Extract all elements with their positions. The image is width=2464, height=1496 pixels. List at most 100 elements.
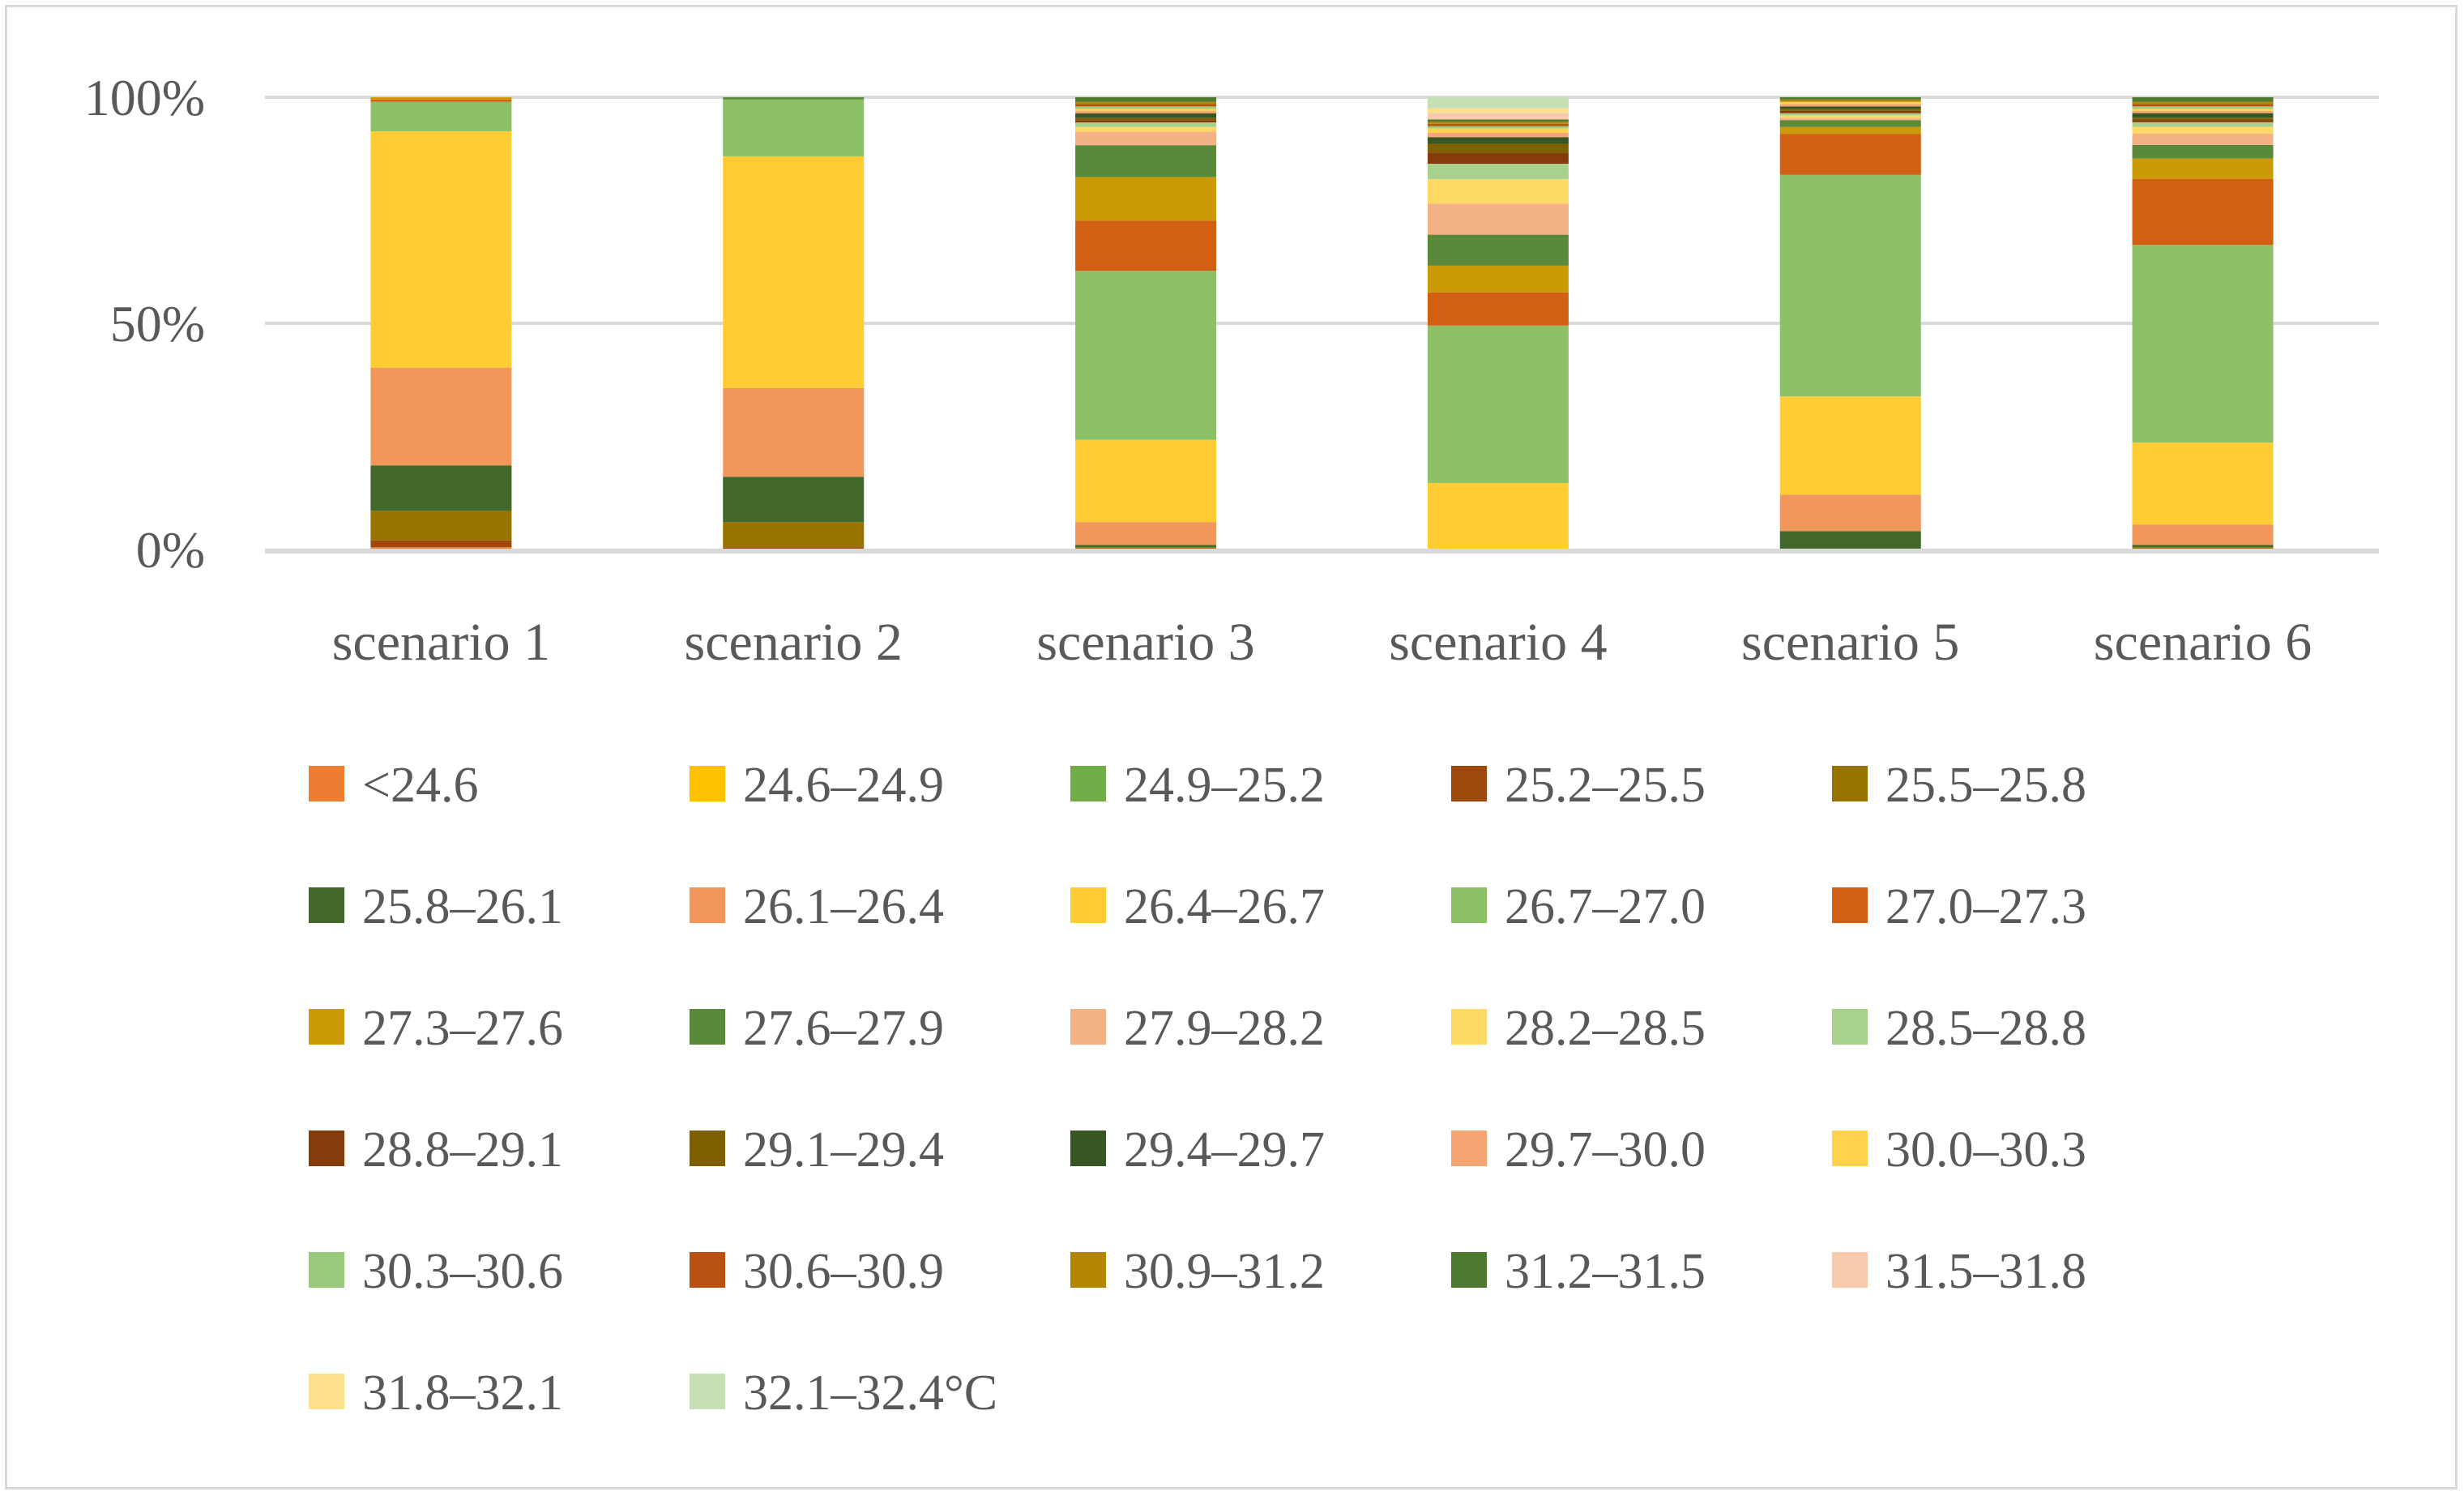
legend-swatch xyxy=(1070,1131,1106,1166)
bar-segment xyxy=(723,387,865,477)
x-category-label: scenario 3 xyxy=(1036,613,1254,672)
bar-segment xyxy=(1779,113,1921,116)
bar-segment xyxy=(723,99,865,156)
bar-segment xyxy=(1779,174,1921,397)
x-category-label: scenario 6 xyxy=(2094,613,2312,672)
bar-segment xyxy=(1427,203,1569,235)
bar-segment xyxy=(2132,110,2274,113)
bar-segment xyxy=(1779,101,1921,105)
bar-segment xyxy=(1427,482,1569,549)
bar-segment xyxy=(1779,104,1921,107)
legend-swatch xyxy=(309,887,344,923)
bar-segment xyxy=(1779,494,1921,532)
legend-label: 31.8–32.1 xyxy=(362,1366,563,1421)
legend-label: 26.4–26.7 xyxy=(1124,879,1325,934)
legend-swatch xyxy=(1451,1252,1487,1288)
bar-segment xyxy=(370,540,512,548)
legend-label: 27.9–28.2 xyxy=(1124,1001,1325,1056)
legend-swatch xyxy=(1070,887,1106,923)
bar-segment xyxy=(2132,126,2274,134)
bar-segment xyxy=(1075,547,1217,549)
legend-item: 25.2–25.5 xyxy=(1451,758,1706,813)
legend-label: 25.5–25.8 xyxy=(1885,758,2086,813)
bar-segment xyxy=(1427,132,1569,138)
bar-segment xyxy=(1075,118,1217,121)
bar-segment xyxy=(1427,97,1569,109)
y-tick-label: 0% xyxy=(136,521,205,579)
bar-segment xyxy=(1779,120,1921,127)
bar-segment xyxy=(370,101,512,132)
bar-segment xyxy=(1427,122,1569,124)
bar-segment xyxy=(1427,119,1569,122)
legend-label: 30.3–30.6 xyxy=(362,1244,563,1299)
legend-item: 30.0–30.3 xyxy=(1832,1122,2086,1178)
bar-segment xyxy=(2132,104,2274,107)
bar-segment xyxy=(1075,522,1217,545)
legend-swatch xyxy=(690,887,725,923)
gridlines xyxy=(265,96,2379,325)
legend-swatch xyxy=(1832,1009,1868,1045)
legend-label: 28.5–28.8 xyxy=(1885,1001,2086,1056)
bar-segment xyxy=(370,97,512,100)
bar-segment xyxy=(2132,101,2274,105)
x-category-label: scenario 1 xyxy=(332,613,550,672)
y-axis-ticks: 0% 50% 100% xyxy=(84,69,205,579)
legend-label: 24.9–25.2 xyxy=(1124,758,1325,813)
bar-stack xyxy=(370,97,512,549)
bar-segment xyxy=(1075,97,1217,102)
legend-item: 24.6–24.9 xyxy=(690,758,944,813)
bar-segment xyxy=(2132,118,2274,121)
bar-segment xyxy=(370,465,512,511)
legend-item: 27.6–27.9 xyxy=(690,1001,944,1056)
bar-segment xyxy=(1427,164,1569,180)
bar-segment xyxy=(1075,145,1217,177)
legend-swatch xyxy=(690,1252,725,1288)
bar-segment xyxy=(1779,109,1921,111)
bar-segment xyxy=(1075,110,1217,113)
legend-item: 27.0–27.3 xyxy=(1832,879,2086,934)
bar-stack xyxy=(723,97,865,549)
legend-label: 27.0–27.3 xyxy=(1885,879,2086,934)
legend-item: 29.7–30.0 xyxy=(1451,1122,1706,1178)
legend-swatch xyxy=(1070,766,1106,801)
bar-segment xyxy=(2132,442,2274,525)
bar-segment xyxy=(1075,101,1217,105)
y-tick-label: 100% xyxy=(84,69,205,126)
bar-segment xyxy=(2132,109,2274,111)
legend-swatch xyxy=(1451,1131,1487,1166)
legend-label: 26.1–26.4 xyxy=(743,879,944,934)
legend-swatch xyxy=(1451,766,1487,801)
legend-label: 27.3–27.6 xyxy=(362,1001,563,1056)
legend-label: 30.0–30.3 xyxy=(1885,1122,2086,1178)
legend-item: 31.2–31.5 xyxy=(1451,1244,1706,1299)
bar-segment xyxy=(2132,97,2274,102)
legend-item: 28.8–29.1 xyxy=(309,1122,563,1178)
legend-label: 27.6–27.9 xyxy=(743,1001,944,1056)
bar-segment xyxy=(1427,292,1569,326)
x-category-label: scenario 4 xyxy=(1389,613,1607,672)
legend-label: 31.5–31.8 xyxy=(1885,1244,2086,1299)
legend-item: 26.4–26.7 xyxy=(1070,879,1325,934)
bar-segment xyxy=(1427,113,1569,120)
legend-swatch xyxy=(309,1009,344,1045)
legend-swatch xyxy=(690,1374,725,1409)
bar-segment xyxy=(2132,133,2274,145)
bar-segment xyxy=(370,99,512,102)
bar-segment xyxy=(1779,134,1921,175)
bar-segment xyxy=(2132,113,2274,118)
legend-label: <24.6 xyxy=(362,758,478,813)
bar-segment xyxy=(1075,220,1217,271)
legend-label: 29.7–30.0 xyxy=(1505,1122,1706,1178)
bar-segment xyxy=(1075,104,1217,107)
legend-label: 29.1–29.4 xyxy=(743,1122,944,1178)
bar-segment xyxy=(723,547,865,549)
legend-swatch xyxy=(690,1131,725,1166)
legend-item: 30.3–30.6 xyxy=(309,1244,563,1299)
bar-segment xyxy=(723,477,865,523)
bar-segment xyxy=(2132,178,2274,246)
bar-segment xyxy=(1427,123,1569,126)
bar-segment xyxy=(723,522,865,548)
legend-swatch xyxy=(1832,766,1868,801)
bar-segment xyxy=(1075,122,1217,127)
legend-item: 26.7–27.0 xyxy=(1451,879,1706,934)
